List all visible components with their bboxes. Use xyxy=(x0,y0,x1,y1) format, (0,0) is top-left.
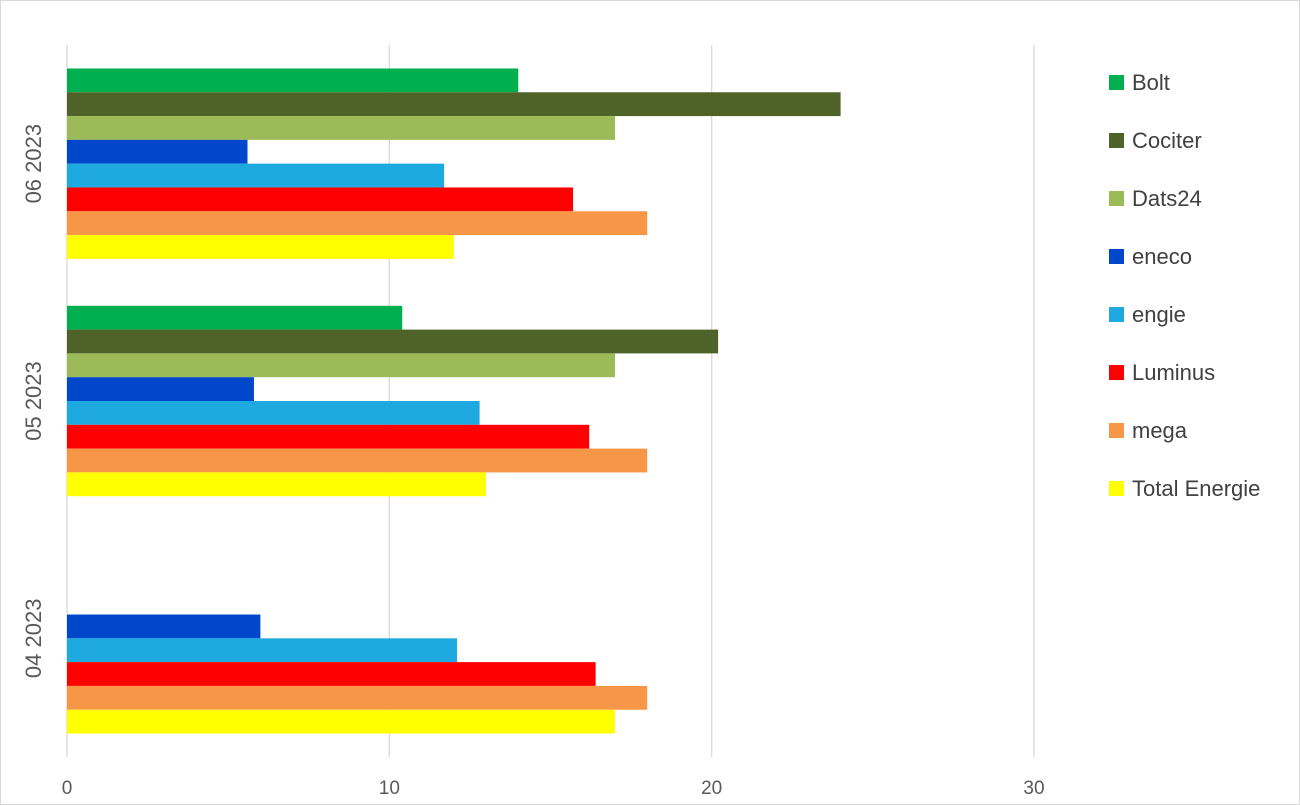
legend-swatch xyxy=(1109,481,1124,496)
legend-label: Luminus xyxy=(1132,360,1215,385)
x-tick-label: 30 xyxy=(1023,778,1044,799)
bar-eneco xyxy=(67,614,261,639)
bar-mega xyxy=(67,685,648,710)
legend-label: Bolt xyxy=(1132,70,1170,95)
x-tick-label: 10 xyxy=(379,778,400,799)
legend-label: engie xyxy=(1132,302,1186,327)
legend-swatch xyxy=(1109,75,1124,90)
legend-item: mega xyxy=(1109,418,1188,443)
legend-swatch xyxy=(1109,423,1124,438)
x-tick-label: 0 xyxy=(62,778,73,799)
legend-label: Cociter xyxy=(1132,128,1202,153)
bar-luminus xyxy=(67,662,596,686)
legend-item: engie xyxy=(1109,302,1186,327)
bar-cociter xyxy=(67,329,719,354)
x-axis-ticks: 0 10 20 30 xyxy=(62,778,1045,799)
legend-item: Luminus xyxy=(1109,360,1215,385)
bar-dats24 xyxy=(67,116,615,140)
y-axis-categories: 06 2023 05 2023 04 2023 xyxy=(21,124,46,678)
bar-cociter xyxy=(67,92,841,117)
category-label: 06 2023 xyxy=(21,124,46,204)
legend: Bolt Cociter Dats24 eneco engie Luminus mega To… xyxy=(1109,70,1260,501)
bar-total-energie xyxy=(67,709,615,734)
bar-eneco xyxy=(67,139,248,164)
legend-swatch xyxy=(1109,133,1124,148)
bar-total-energie xyxy=(67,472,487,497)
bars xyxy=(67,68,841,734)
legend-swatch xyxy=(1109,249,1124,264)
bar-total-energie xyxy=(67,235,454,259)
category-label: 05 2023 xyxy=(21,361,46,441)
bar-bolt xyxy=(67,68,519,93)
legend-item: Cociter xyxy=(1109,128,1202,153)
bar-mega xyxy=(67,448,648,473)
legend-item: Total Energie xyxy=(1109,476,1260,501)
bar-luminus xyxy=(67,424,590,449)
bar-engie xyxy=(67,401,480,425)
legend-item: eneco xyxy=(1109,244,1192,269)
bar-dats24 xyxy=(67,353,615,378)
bar-eneco xyxy=(67,377,254,401)
legend-swatch xyxy=(1109,307,1124,322)
legend-swatch xyxy=(1109,365,1124,380)
bar-bolt xyxy=(67,305,403,330)
legend-label: eneco xyxy=(1132,244,1192,269)
legend-label: mega xyxy=(1132,418,1188,443)
bar-engie xyxy=(67,163,445,188)
x-tick-label: 20 xyxy=(701,778,722,799)
legend-label: Dats24 xyxy=(1132,186,1202,211)
legend-swatch xyxy=(1109,191,1124,206)
bar-engie xyxy=(67,638,458,663)
legend-label: Total Energie xyxy=(1132,476,1260,501)
legend-item: Bolt xyxy=(1109,70,1170,95)
legend-item: Dats24 xyxy=(1109,186,1202,211)
category-label: 04 2023 xyxy=(21,599,46,679)
bar-luminus xyxy=(67,187,574,212)
bar-mega xyxy=(67,211,648,236)
